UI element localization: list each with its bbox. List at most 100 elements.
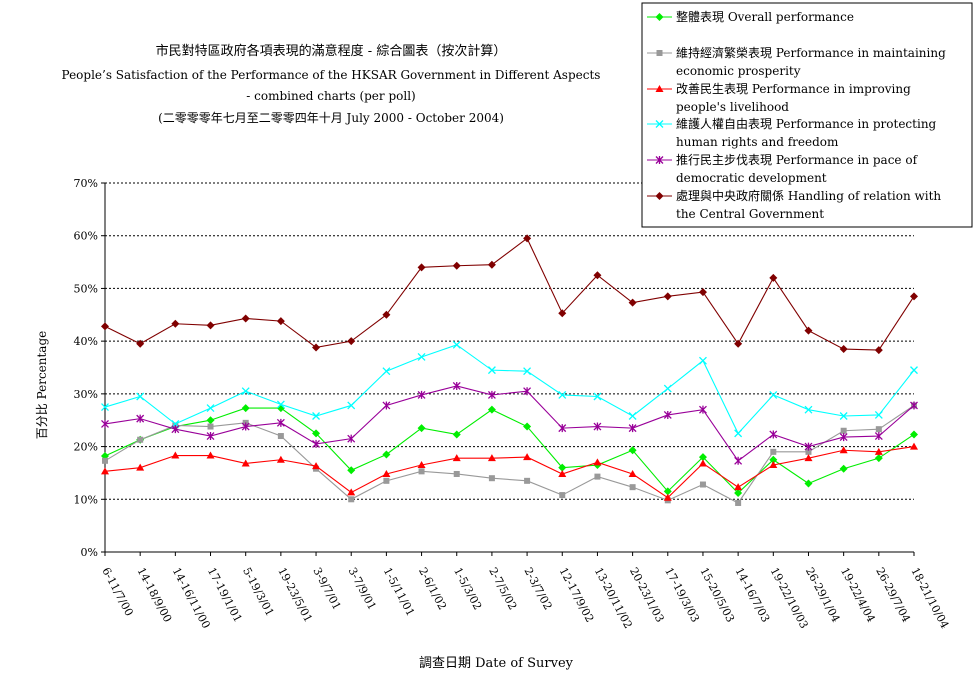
data-point bbox=[628, 446, 637, 455]
y-tick-label: 20% bbox=[74, 441, 98, 454]
data-point bbox=[734, 339, 743, 348]
data-point bbox=[206, 404, 215, 413]
data-point bbox=[593, 392, 602, 401]
series-line-4 bbox=[104, 344, 915, 435]
legend-label: 維護人權自由表現 Performance in protecting bbox=[676, 116, 937, 131]
legend-label: 處理與中央政府關係 Handling of relation with bbox=[676, 188, 941, 203]
y-tick-label: 30% bbox=[74, 388, 98, 401]
data-point bbox=[487, 366, 496, 375]
y-tick-label: 0% bbox=[81, 546, 98, 559]
data-point bbox=[136, 339, 145, 348]
series-2 bbox=[102, 402, 917, 506]
data-point bbox=[804, 442, 813, 451]
data-point bbox=[910, 292, 918, 301]
series-5 bbox=[101, 381, 918, 465]
data-point bbox=[804, 479, 813, 488]
data-point bbox=[312, 429, 321, 438]
data-point bbox=[276, 400, 285, 409]
data-point bbox=[663, 292, 672, 301]
x-tick-label: 20-23/1/03 bbox=[627, 565, 667, 624]
data-point bbox=[628, 469, 637, 477]
data-point bbox=[101, 467, 109, 475]
data-point bbox=[136, 392, 145, 401]
data-point bbox=[417, 461, 426, 469]
data-point bbox=[452, 454, 461, 462]
data-point bbox=[839, 433, 848, 442]
title-line-1: 市民對特區政府各項表現的滿意程度 - 綜合圖表（按次計算） bbox=[156, 43, 507, 59]
legend-swatch-marker bbox=[655, 13, 664, 21]
data-point bbox=[347, 401, 356, 410]
data-point bbox=[698, 459, 707, 467]
data-point bbox=[593, 422, 602, 431]
data-point bbox=[559, 492, 566, 499]
series-line-6 bbox=[104, 237, 915, 351]
legend-item-6: 處理與中央政府關係 Handling of relation with the C… bbox=[647, 188, 941, 221]
data-point bbox=[453, 470, 460, 477]
data-point bbox=[276, 418, 285, 427]
data-point bbox=[910, 366, 918, 375]
data-point bbox=[558, 390, 567, 399]
data-point bbox=[207, 423, 214, 430]
data-point bbox=[348, 496, 355, 503]
legend-swatch-marker bbox=[655, 120, 664, 128]
data-point bbox=[136, 414, 145, 423]
series-line-3 bbox=[104, 446, 915, 499]
legend-swatch-marker bbox=[655, 192, 664, 200]
data-point bbox=[874, 410, 883, 419]
data-point bbox=[910, 442, 918, 450]
legend-item-1: 整體表現 Overall performance bbox=[647, 9, 854, 24]
data-point bbox=[312, 439, 321, 448]
x-tick-label: 3-9/7/01 bbox=[310, 565, 343, 612]
legend-label: human rights and freedom bbox=[676, 135, 839, 149]
data-point bbox=[382, 469, 391, 477]
legend-swatch-marker bbox=[655, 156, 664, 164]
data-point bbox=[770, 448, 777, 455]
legend-box bbox=[641, 2, 973, 228]
data-point bbox=[839, 412, 848, 420]
legend-swatch-marker bbox=[655, 85, 664, 92]
data-point bbox=[734, 456, 743, 465]
x-tick-label: 26-29/1/04 bbox=[803, 565, 843, 624]
data-point bbox=[593, 271, 602, 280]
data-point bbox=[382, 367, 391, 376]
data-point bbox=[417, 424, 426, 433]
legend-item-4: 維護人權自由表現 Performance in protecting human … bbox=[647, 116, 937, 149]
data-point bbox=[277, 433, 284, 440]
data-point bbox=[628, 298, 637, 307]
data-point bbox=[663, 410, 672, 419]
chart-title: 市民對特區政府各項表現的滿意程度 - 綜合圖表（按次計算） People’s S… bbox=[62, 43, 601, 125]
data-point bbox=[241, 387, 250, 396]
title-line-3: - combined charts (per poll) bbox=[246, 89, 415, 103]
data-point bbox=[629, 484, 636, 491]
data-point bbox=[735, 499, 742, 506]
x-tick-label: 18-21/10/04 bbox=[908, 565, 951, 630]
x-tick-label: 12-17/9/02 bbox=[557, 565, 597, 624]
legend-label: democratic development bbox=[676, 171, 827, 185]
data-point bbox=[628, 412, 637, 420]
data-point bbox=[312, 412, 321, 420]
data-point bbox=[839, 446, 848, 454]
legend-item-5: 推行民主步伐表現 Performance in pace of democrati… bbox=[647, 153, 919, 185]
data-point bbox=[171, 319, 180, 328]
data-point bbox=[206, 321, 215, 330]
data-point bbox=[276, 455, 285, 463]
legend-label: 推行民主步伐表現 Performance in pace of bbox=[676, 153, 919, 167]
data-point bbox=[558, 424, 567, 433]
x-tick-labels: 6-11/7/0014-18/9/0014-16/11/0017-19/1/01… bbox=[99, 565, 951, 630]
data-point bbox=[382, 450, 391, 459]
data-point bbox=[136, 463, 145, 471]
data-point bbox=[769, 390, 778, 399]
data-point bbox=[382, 401, 391, 410]
data-point bbox=[804, 454, 813, 462]
data-point bbox=[523, 453, 532, 461]
data-point bbox=[383, 477, 390, 484]
data-point bbox=[452, 381, 461, 390]
legend-label: people's livelihood bbox=[676, 100, 789, 114]
data-point bbox=[734, 429, 743, 438]
data-point bbox=[698, 405, 707, 414]
legend-label: the Central Government bbox=[676, 207, 824, 221]
legend-label: 維持經濟繁榮表現 Performance in maintaining bbox=[676, 45, 946, 60]
data-point bbox=[487, 390, 496, 399]
data-point bbox=[523, 367, 532, 376]
